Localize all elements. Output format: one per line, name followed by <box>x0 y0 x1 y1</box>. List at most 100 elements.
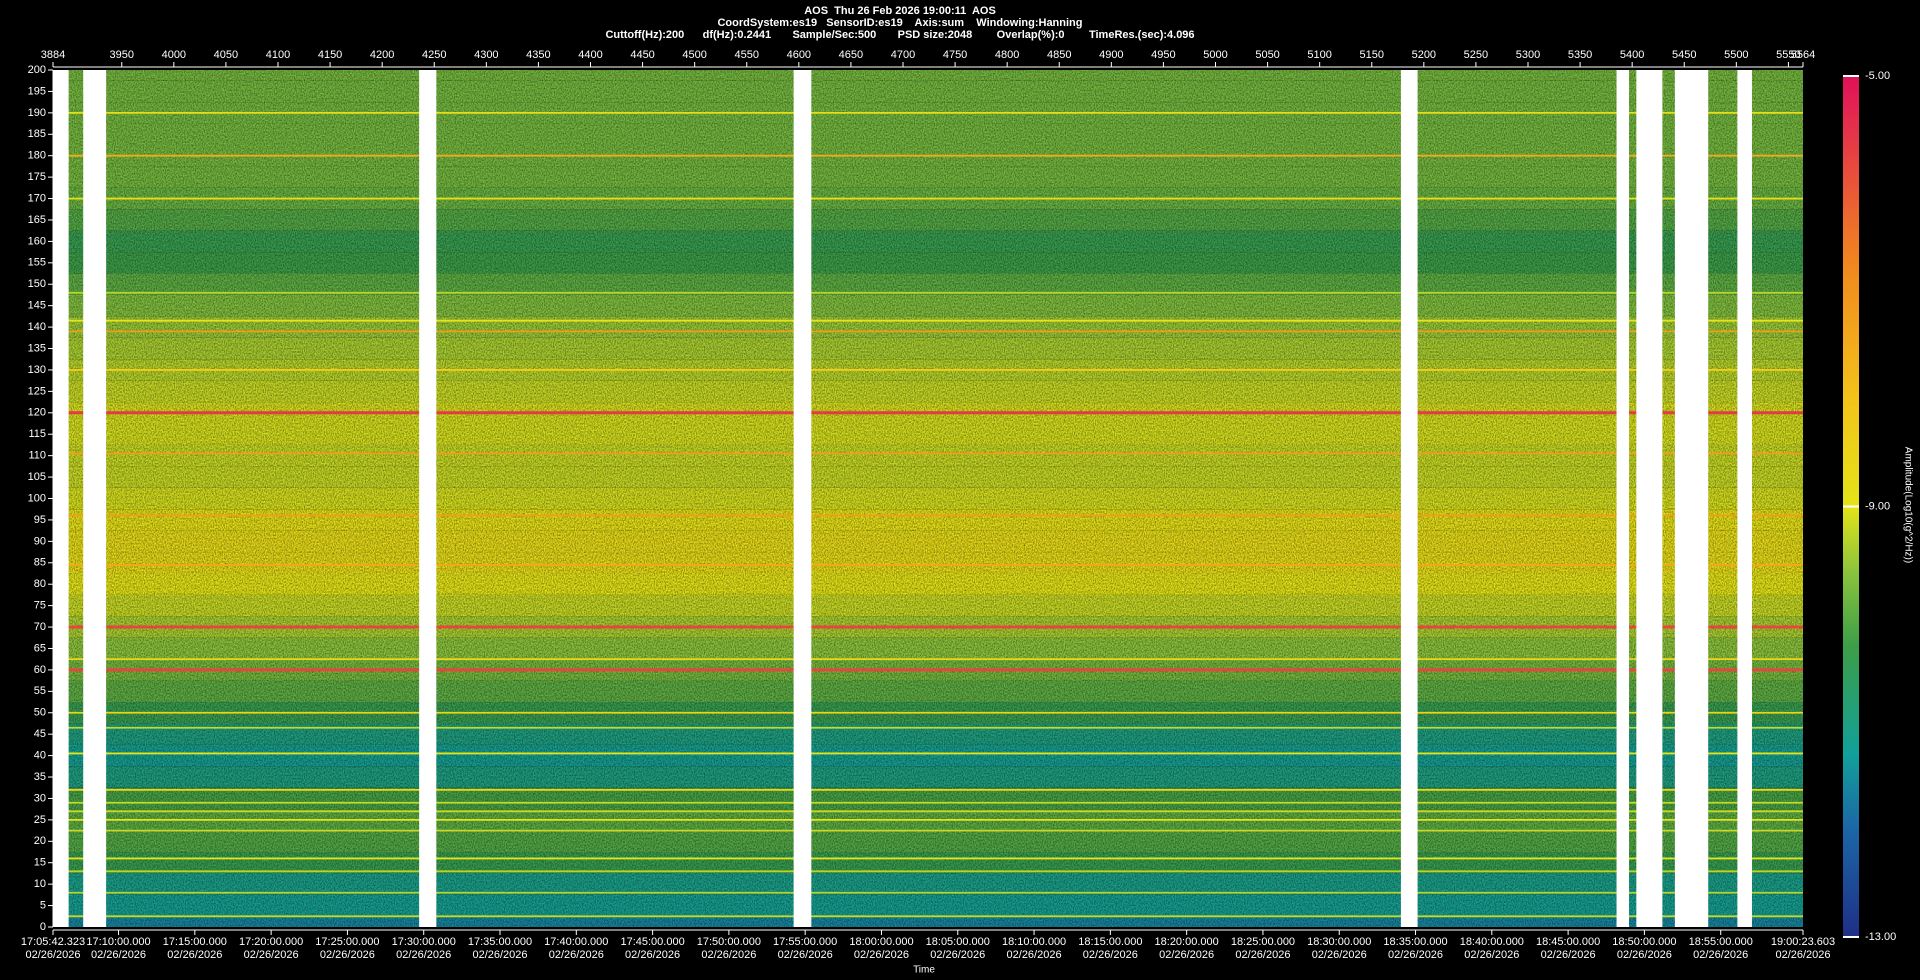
x-tick-label: 5450 <box>1672 49 1696 61</box>
header-line: CoordSystem:es19 SensorID:es19 Axis:sum … <box>717 17 1082 29</box>
y-tick-label: 110 <box>28 450 46 462</box>
x-tick-label: 4750 <box>943 49 967 61</box>
time-tick-label: 17:15:00.000 02/26/2026 <box>163 936 227 962</box>
y-tick-label: 75 <box>34 600 46 612</box>
time-tick-label: 17:30:00.000 02/26/2026 <box>392 936 456 962</box>
y-tick-label: 150 <box>28 278 46 290</box>
y-tick-label: 115 <box>28 428 46 440</box>
data-gap <box>83 70 106 927</box>
x-tick-label: 5400 <box>1620 49 1644 61</box>
time-tick-label: 17:25:00.000 02/26/2026 <box>315 936 379 962</box>
x-tick-label: 4800 <box>995 49 1019 61</box>
y-tick-label: 185 <box>28 128 46 140</box>
x-tick-label: 5050 <box>1255 49 1279 61</box>
x-tick-label: 4700 <box>891 49 915 61</box>
time-tick-label: 17:35:00.000 02/26/2026 <box>468 936 532 962</box>
time-tick-label: 18:00:00.000 02/26/2026 <box>849 936 913 962</box>
time-tick-label: 18:45:00.000 02/26/2026 <box>1536 936 1600 962</box>
data-gap <box>53 70 69 927</box>
y-tick-label: 50 <box>34 707 46 719</box>
time-tick-label: 18:05:00.000 02/26/2026 <box>926 936 990 962</box>
x-tick-label: 5300 <box>1516 49 1540 61</box>
time-tick-label: 18:40:00.000 02/26/2026 <box>1460 936 1524 962</box>
data-gap <box>1675 70 1708 927</box>
time-tick-label: 17:05:42.323 02/26/2026 <box>21 936 85 962</box>
y-tick-label: 60 <box>34 664 46 676</box>
y-tick-label: 190 <box>28 107 46 119</box>
x-axis-label: Time <box>913 965 935 976</box>
y-tick-label: 25 <box>34 814 46 826</box>
x-tick-label: 4200 <box>370 49 394 61</box>
x-tick-label: 5564 <box>1791 49 1815 61</box>
y-tick-label: 85 <box>34 557 46 569</box>
y-tick-label: 200 <box>28 64 46 76</box>
colorbar-tick-label: -5.00 <box>1865 70 1890 82</box>
x-tick-label: 5000 <box>1203 49 1227 61</box>
x-tick-label: 4450 <box>630 49 654 61</box>
time-tick-label: 18:30:00.000 02/26/2026 <box>1307 936 1371 962</box>
header-line: Cuttoff(Hz):200 df(Hz):0.2441 Sample/Sec… <box>605 29 1194 41</box>
y-tick-label: 95 <box>34 514 46 526</box>
y-tick-label: 100 <box>28 492 46 504</box>
header-line: AOS Thu 26 Feb 2026 19:00:11 AOS <box>804 5 996 17</box>
data-gap <box>1617 70 1630 927</box>
time-tick-label: 17:10:00.000 02/26/2026 <box>86 936 150 962</box>
y-tick-label: 80 <box>34 578 46 590</box>
x-tick-label: 4550 <box>735 49 759 61</box>
y-tick-label: 120 <box>28 407 46 419</box>
y-tick-label: 90 <box>34 535 46 547</box>
time-tick-label: 19:00:23.603 02/26/2026 <box>1771 936 1835 962</box>
y-tick-label: 30 <box>34 792 46 804</box>
y-tick-label: 135 <box>28 342 46 354</box>
data-gap <box>419 70 436 927</box>
colorbar-label: Amplitude(Log10(g^2/Hz)) <box>1902 447 1913 563</box>
y-tick-label: 35 <box>34 771 46 783</box>
time-tick-label: 18:15:00.000 02/26/2026 <box>1078 936 1142 962</box>
x-tick-label: 4400 <box>578 49 602 61</box>
colorbar-tick-label: -13.00 <box>1865 931 1896 943</box>
y-tick-label: 55 <box>34 685 46 697</box>
y-tick-label: 155 <box>28 257 46 269</box>
x-tick-label: 5150 <box>1360 49 1384 61</box>
x-tick-label: 3950 <box>110 49 134 61</box>
y-tick-label: 15 <box>34 857 46 869</box>
y-tick-label: 40 <box>34 750 46 762</box>
data-gap <box>1401 70 1418 927</box>
x-tick-label: 4100 <box>266 49 290 61</box>
y-tick-label: 70 <box>34 621 46 633</box>
x-tick-label: 4300 <box>474 49 498 61</box>
colorbar-tick-label: -9.00 <box>1865 500 1890 512</box>
time-tick-label: 17:55:00.000 02/26/2026 <box>773 936 837 962</box>
x-tick-label: 4900 <box>1099 49 1123 61</box>
y-tick-label: 195 <box>28 85 46 97</box>
y-tick-label: 180 <box>28 150 46 162</box>
x-tick-label: 4250 <box>422 49 446 61</box>
x-tick-label: 4600 <box>787 49 811 61</box>
y-tick-label: 20 <box>34 835 46 847</box>
time-tick-label: 18:50:00.000 02/26/2026 <box>1612 936 1676 962</box>
y-tick-label: 10 <box>34 878 46 890</box>
time-tick-label: 18:35:00.000 02/26/2026 <box>1383 936 1447 962</box>
x-tick-label: 4850 <box>1047 49 1071 61</box>
y-tick-label: 145 <box>28 300 46 312</box>
x-tick-label: 4350 <box>526 49 550 61</box>
y-tick-label: 130 <box>28 364 46 376</box>
data-gap <box>1636 70 1662 927</box>
plot-area <box>53 70 1803 927</box>
data-gap <box>794 70 812 927</box>
y-tick-label: 0 <box>40 921 46 933</box>
data-gap <box>1737 70 1752 927</box>
y-tick-label: 125 <box>28 385 46 397</box>
x-tick-label: 5350 <box>1568 49 1592 61</box>
x-tick-label: 4050 <box>214 49 238 61</box>
y-tick-label: 160 <box>28 235 46 247</box>
y-tick-label: 5 <box>40 899 46 911</box>
x-tick-label: 5200 <box>1412 49 1436 61</box>
y-tick-label: 140 <box>28 321 46 333</box>
x-tick-label: 4950 <box>1151 49 1175 61</box>
x-tick-label: 4650 <box>839 49 863 61</box>
time-tick-label: 17:50:00.000 02/26/2026 <box>697 936 761 962</box>
time-tick-label: 18:20:00.000 02/26/2026 <box>1155 936 1219 962</box>
time-tick-label: 18:10:00.000 02/26/2026 <box>1002 936 1066 962</box>
